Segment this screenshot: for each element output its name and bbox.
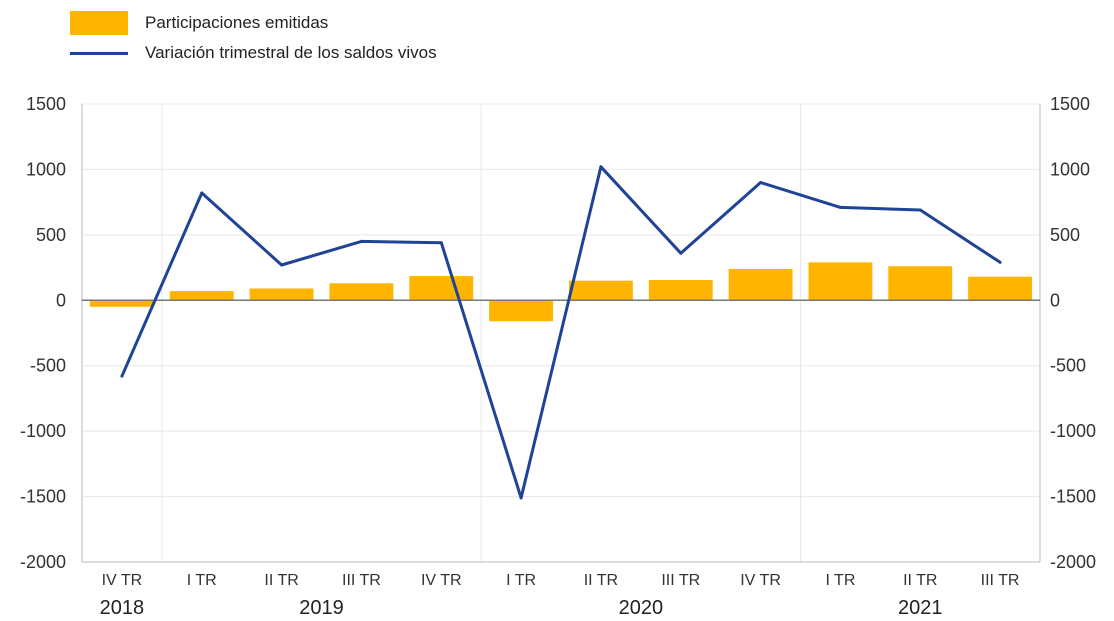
y-tick-label-left: -1500	[20, 487, 66, 507]
y-tick-label-right: -2000	[1050, 552, 1096, 572]
line-point	[918, 208, 922, 212]
line-point	[998, 260, 1002, 264]
bar	[888, 266, 953, 301]
y-tick-label-left: 1000	[26, 159, 66, 179]
y-tick-label-left: -2000	[20, 552, 66, 572]
x-tick-label: IV TR	[421, 572, 462, 589]
legend-item-line: Variación trimestral de los saldos vivos	[70, 38, 437, 68]
bar	[169, 291, 234, 301]
legend-line-label: Variación trimestral de los saldos vivos	[145, 43, 437, 62]
y-tick-label-right: -1500	[1050, 487, 1096, 507]
bar	[968, 276, 1033, 301]
y-tick-label-right: 500	[1050, 225, 1080, 245]
bar	[808, 262, 873, 301]
bar	[728, 268, 793, 301]
y-tick-label-left: 500	[36, 225, 66, 245]
line-point	[439, 241, 443, 245]
y-tick-label-left: 1500	[26, 94, 66, 114]
bar	[409, 276, 474, 301]
year-label: 2021	[898, 597, 943, 619]
legend: Participaciones emitidas Variación trime…	[70, 8, 437, 68]
line-point	[759, 181, 763, 185]
y-tick-label-right: -500	[1050, 356, 1086, 376]
line-point	[280, 263, 284, 267]
y-tick-label-left: -1000	[20, 421, 66, 441]
y-tick-label-right: 0	[1050, 290, 1060, 310]
y-tick-label-left: -500	[30, 356, 66, 376]
line-point	[519, 496, 523, 500]
year-label: 2019	[299, 597, 344, 619]
x-tick-label: I TR	[506, 572, 536, 589]
x-tick-label: IV TR	[102, 572, 143, 589]
y-tick-label-right: 1500	[1050, 94, 1090, 114]
legend-bar-swatch	[70, 11, 128, 35]
y-tick-label-right: 1000	[1050, 159, 1090, 179]
line-point	[120, 374, 124, 378]
line-point	[599, 165, 603, 169]
year-label: 2020	[619, 597, 664, 619]
bar	[568, 280, 633, 301]
bar	[489, 300, 554, 322]
legend-bar-label: Participaciones emitidas	[145, 13, 329, 32]
x-tick-label: III TR	[981, 572, 1020, 589]
y-tick-label-right: -1000	[1050, 421, 1096, 441]
line-point	[200, 191, 204, 195]
bar	[249, 288, 314, 301]
x-tick-label: IV TR	[740, 572, 781, 589]
x-tick-label: I TR	[825, 572, 855, 589]
x-tick-label: I TR	[187, 572, 217, 589]
x-tick-label: III TR	[661, 572, 700, 589]
line-point	[359, 239, 363, 243]
bar	[89, 300, 154, 307]
x-tick-label: II TR	[584, 572, 618, 589]
legend-line-swatch	[70, 51, 128, 55]
bar	[329, 283, 394, 301]
x-tick-label: III TR	[342, 572, 381, 589]
x-tick-label: II TR	[903, 572, 937, 589]
series-line	[120, 165, 1001, 500]
legend-item-bars: Participaciones emitidas	[70, 8, 437, 38]
y-tick-label-left: 0	[56, 290, 66, 310]
line-point	[679, 251, 683, 255]
x-tick-label: II TR	[264, 572, 298, 589]
bar	[648, 280, 713, 301]
line-point	[838, 205, 842, 209]
year-label: 2018	[100, 597, 145, 619]
